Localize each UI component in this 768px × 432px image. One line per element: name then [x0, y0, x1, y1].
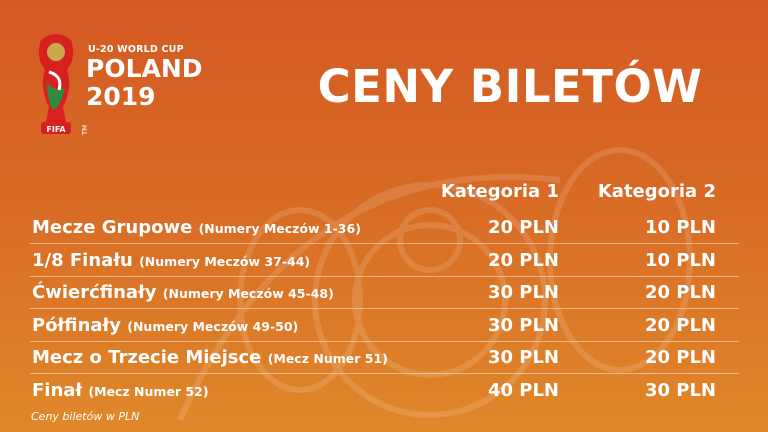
match-numbers: (Numery Meczów 49-50): [127, 319, 299, 334]
match-stage: Półfinały (Numery Meczów 49-50): [32, 315, 298, 336]
match-numbers: (Mecz Numer 52): [88, 384, 209, 399]
fifa-badge: FIFA: [46, 125, 66, 134]
match-stage: Finał (Mecz Numer 52): [32, 380, 209, 401]
match-stage: Mecze Grupowe (Numery Meczów 1-36): [32, 217, 361, 238]
stage-name: 1/8 Finału: [32, 250, 133, 271]
table-row: Mecze Grupowe (Numery Meczów 1-36) 20 PL…: [30, 211, 739, 244]
table-row: Półfinały (Numery Meczów 49-50) 30 PLN 2…: [30, 309, 739, 342]
stage-name: Ćwierćfinały: [32, 282, 157, 303]
table-row: Ćwierćfinały (Numery Meczów 45-48) 30 PL…: [30, 276, 739, 309]
price-category-1: 20 PLN: [487, 217, 559, 238]
logo-country: POLAND: [86, 54, 203, 83]
price-category-1: 30 PLN: [487, 282, 559, 303]
logo-subtitle: U-20 WORLD CUP: [88, 44, 184, 55]
stage-name: Mecz o Trzecie Miejsce: [32, 347, 262, 368]
match-stage: Mecz o Trzecie Miejsce (Mecz Numer 51): [32, 347, 388, 368]
price-category-2: 20 PLN: [644, 347, 716, 368]
price-category-2: 30 PLN: [644, 380, 716, 401]
table-row: Finał (Mecz Numer 52) 40 PLN 30 PLN: [30, 374, 739, 407]
price-category-1: 20 PLN: [487, 250, 559, 271]
stage-name: Półfinały: [32, 315, 121, 336]
table-row: 1/8 Finału (Numery Meczów 37-44) 20 PLN …: [30, 244, 739, 277]
match-stage: Ćwierćfinały (Numery Meczów 45-48): [32, 282, 334, 303]
header-category-2: Kategoria 2: [597, 181, 716, 202]
table-row: Mecz o Trzecie Miejsce (Mecz Numer 51) 3…: [30, 341, 739, 374]
match-numbers: (Mecz Numer 51): [267, 351, 388, 366]
price-category-2: 20 PLN: [644, 315, 716, 336]
match-stage: 1/8 Finału (Numery Meczów 37-44): [32, 250, 310, 271]
trophy-icon: FIFA: [38, 34, 74, 134]
match-numbers: (Numery Meczów 1-36): [198, 221, 361, 236]
price-category-1: 40 PLN: [487, 380, 559, 401]
match-numbers: (Numery Meczów 37-44): [139, 254, 311, 269]
price-category-2: 10 PLN: [644, 217, 716, 238]
trademark: TM: [81, 124, 90, 136]
match-numbers: (Numery Meczów 45-48): [162, 286, 334, 301]
price-category-1: 30 PLN: [487, 315, 559, 336]
tournament-logo: FIFA U-20 WORLD CUP POLAND 2019 TM: [28, 30, 208, 140]
price-category-2: 20 PLN: [644, 282, 716, 303]
logo-year: 2019: [86, 82, 156, 111]
price-category-1: 30 PLN: [487, 347, 559, 368]
page-title: CENY BILETÓW: [317, 60, 703, 113]
header-category-1: Kategoria 1: [440, 181, 559, 202]
price-category-2: 10 PLN: [644, 250, 716, 271]
footnote: Ceny biletów w PLN: [31, 410, 140, 423]
stage-name: Finał: [32, 380, 83, 401]
stage-name: Mecze Grupowe: [32, 217, 193, 238]
